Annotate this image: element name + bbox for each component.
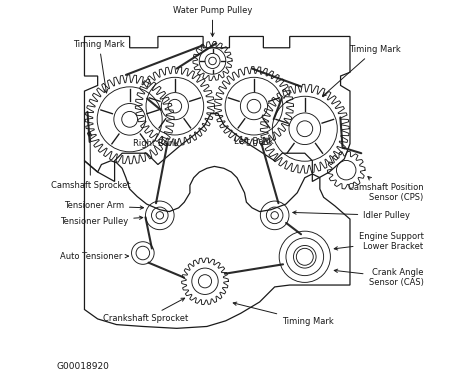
Text: Timing Mark: Timing Mark — [233, 302, 334, 326]
Text: Crank Angle
Sensor (CAS): Crank Angle Sensor (CAS) — [334, 268, 423, 287]
Text: Left Bank: Left Bank — [234, 138, 274, 146]
Text: Camshaft Sprocket: Camshaft Sprocket — [51, 133, 130, 190]
Text: Tensioner Pulley: Tensioner Pulley — [60, 216, 143, 226]
Text: Idler Pulley: Idler Pulley — [293, 211, 410, 220]
Text: G00018920: G00018920 — [57, 361, 110, 370]
Text: Timing Mark: Timing Mark — [73, 40, 125, 93]
Text: Timing Mark: Timing Mark — [323, 45, 401, 96]
Text: Auto Tensioner: Auto Tensioner — [60, 252, 128, 261]
Text: Engine Support
Lower Bracket: Engine Support Lower Bracket — [334, 232, 423, 251]
Text: Water Pump Pulley: Water Pump Pulley — [173, 6, 252, 36]
Text: Camshaft Position
Sensor (CPS): Camshaft Position Sensor (CPS) — [348, 177, 423, 203]
Text: Right Bank: Right Bank — [133, 139, 179, 148]
Text: Crankshaft Sprocket: Crankshaft Sprocket — [103, 298, 189, 324]
Text: Tensioner Arm: Tensioner Arm — [64, 201, 144, 211]
